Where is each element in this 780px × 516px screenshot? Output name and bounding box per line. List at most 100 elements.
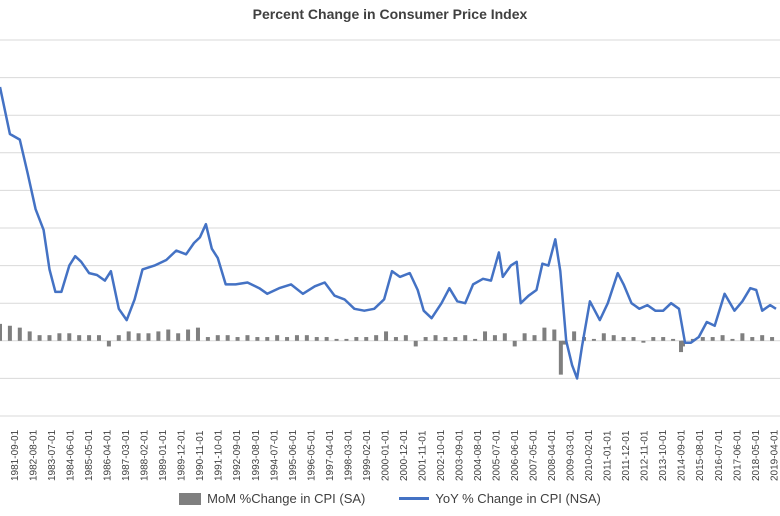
gridlines bbox=[0, 39, 780, 417]
mom-bar bbox=[770, 337, 775, 341]
mom-bar bbox=[116, 335, 121, 341]
legend-label-yoy: YoY % Change in CPI (NSA) bbox=[435, 491, 601, 506]
yoy-line-series bbox=[0, 86, 777, 380]
mom-bar bbox=[611, 335, 616, 341]
x-tick-label: 2008-04-01 bbox=[547, 429, 558, 481]
x-tick-label: 2013-10-01 bbox=[658, 429, 669, 481]
legend-swatch-mom bbox=[179, 492, 202, 505]
mom-bar bbox=[661, 337, 666, 341]
mom-bar bbox=[720, 335, 725, 341]
mom-bar bbox=[522, 333, 527, 341]
mom-bar bbox=[195, 327, 200, 341]
x-tick-label: 2016-07-01 bbox=[714, 429, 725, 481]
mom-bar bbox=[512, 340, 517, 347]
mom-bar bbox=[106, 340, 111, 347]
mom-bar bbox=[146, 333, 151, 341]
x-tick-label: 1983-07-01 bbox=[47, 429, 58, 481]
x-tick-label: 2014-09-01 bbox=[677, 429, 688, 481]
mom-bar bbox=[433, 335, 438, 341]
legend: MoM %Change in CPI (SA) YoY % Change in … bbox=[0, 491, 780, 506]
mom-bar bbox=[413, 340, 418, 347]
x-tick-label: 1984-06-01 bbox=[66, 429, 77, 481]
mom-bar bbox=[265, 337, 270, 341]
mom-bar bbox=[27, 331, 32, 341]
mom-bar bbox=[96, 335, 101, 341]
x-tick-label: 2006-06-01 bbox=[510, 429, 521, 481]
mom-bar bbox=[651, 337, 656, 341]
x-tick-label: 1994-07-01 bbox=[269, 429, 280, 481]
mom-bar bbox=[641, 340, 646, 343]
legend-entry-yoy: YoY % Change in CPI (NSA) bbox=[399, 491, 601, 506]
mom-bar bbox=[324, 337, 329, 341]
x-tick-label: 1989-12-01 bbox=[177, 429, 188, 481]
mom-bar bbox=[473, 338, 478, 341]
x-tick-label: 1992-09-01 bbox=[232, 429, 243, 481]
mom-bar bbox=[671, 338, 676, 341]
mom-bar bbox=[245, 335, 250, 341]
x-tick-label: 1982-08-01 bbox=[29, 429, 40, 481]
mom-bar bbox=[215, 335, 220, 341]
mom-bar bbox=[562, 340, 567, 345]
x-tick-label: 2012-11-01 bbox=[640, 430, 651, 481]
x-tick-label: 2015-08-01 bbox=[695, 429, 706, 481]
mom-bar bbox=[483, 331, 488, 341]
x-tick-label: 1981-09-01 bbox=[10, 429, 21, 481]
mom-bar bbox=[255, 337, 260, 341]
chart-title: Percent Change in Consumer Price Index bbox=[252, 6, 528, 22]
x-tick-label: 1986-04-01 bbox=[103, 429, 114, 481]
mom-bar bbox=[463, 335, 468, 341]
x-tick-label: 1989-01-01 bbox=[158, 429, 169, 481]
mom-bar bbox=[601, 333, 606, 341]
mom-bar-series bbox=[0, 323, 775, 375]
mom-bar bbox=[176, 333, 181, 341]
x-tick-label: 1985-05-01 bbox=[84, 429, 95, 481]
mom-bar bbox=[680, 340, 685, 347]
x-tick-label: 2018-05-01 bbox=[751, 429, 762, 481]
mom-bar bbox=[443, 337, 448, 341]
mom-bar bbox=[7, 325, 12, 341]
x-tick-label: 2004-08-01 bbox=[473, 429, 484, 481]
mom-bar bbox=[631, 337, 636, 341]
mom-bar bbox=[136, 333, 141, 341]
mom-bar bbox=[57, 333, 62, 341]
mom-bar bbox=[354, 337, 359, 341]
mom-bar bbox=[558, 340, 563, 375]
mom-bar bbox=[225, 335, 230, 341]
mom-bar bbox=[37, 335, 42, 341]
x-tick-label: 2011-01-01 bbox=[603, 430, 614, 481]
mom-bar bbox=[750, 337, 755, 341]
legend-swatch-yoy bbox=[399, 497, 430, 500]
x-tick-label: 2000-01-01 bbox=[380, 429, 391, 481]
mom-bar bbox=[364, 337, 369, 341]
mom-bar bbox=[156, 331, 161, 341]
mom-bar bbox=[393, 337, 398, 341]
mom-bar bbox=[700, 337, 705, 341]
mom-bar bbox=[304, 335, 309, 341]
mom-bar bbox=[285, 337, 290, 341]
mom-bar bbox=[374, 335, 379, 341]
x-tick-label: 1988-02-01 bbox=[140, 429, 151, 481]
mom-bar bbox=[47, 335, 52, 341]
x-tick-label: 1991-10-01 bbox=[214, 429, 225, 481]
mom-bar bbox=[384, 331, 389, 341]
mom-bar bbox=[334, 338, 339, 341]
mom-bar bbox=[166, 329, 171, 341]
x-tick-label: 2011-12-01 bbox=[621, 430, 632, 481]
legend-entry-mom: MoM %Change in CPI (SA) bbox=[179, 491, 365, 506]
x-tick-label: 1998-03-01 bbox=[343, 429, 354, 481]
mom-bar bbox=[423, 337, 428, 341]
x-tick-label: 2007-05-01 bbox=[529, 429, 540, 481]
mom-bar bbox=[294, 335, 299, 341]
mom-bar bbox=[740, 333, 745, 341]
yoy-line bbox=[0, 86, 777, 380]
mom-bar bbox=[572, 331, 577, 341]
mom-bar bbox=[205, 337, 210, 341]
mom-bar bbox=[591, 338, 596, 341]
mom-bar bbox=[403, 335, 408, 341]
x-tick-label: 2019-04-01 bbox=[769, 429, 780, 481]
mom-bar bbox=[730, 338, 735, 341]
x-axis-tick-labels: 1981-09-01 1982-08-01 1983-07-01 1984-06-01… bbox=[10, 429, 780, 481]
mom-bar bbox=[67, 333, 72, 341]
mom-bar bbox=[17, 327, 22, 341]
